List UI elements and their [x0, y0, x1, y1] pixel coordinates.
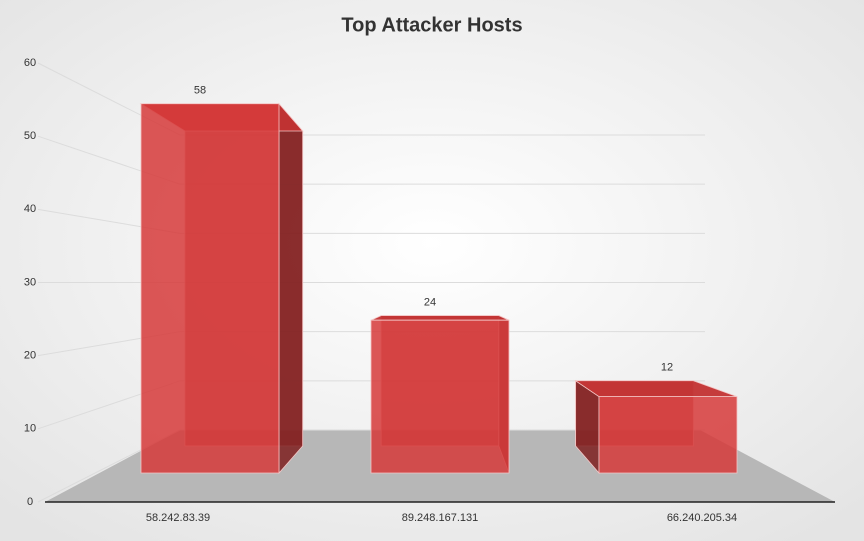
value-label: 58 [194, 85, 206, 97]
y-tick-label: 0 [27, 496, 33, 508]
y-tick-label: 40 [24, 203, 36, 215]
bar-front [140, 103, 280, 474]
chart-title: Top Attacker Hosts [341, 14, 522, 36]
x-tick-label: 66.240.205.34 [667, 512, 737, 524]
x-tick-label: 89.248.167.131 [402, 512, 478, 524]
y-tick-label: 10 [24, 423, 36, 435]
bar [370, 314, 510, 474]
value-label: 12 [661, 362, 673, 374]
y-tick-label: 60 [24, 57, 36, 69]
bar-front [370, 319, 510, 474]
bar [139, 102, 304, 475]
bar [574, 380, 738, 475]
y-tick-label: 50 [24, 130, 36, 142]
y-tick-label: 20 [24, 350, 36, 362]
x-tick-label: 58.242.83.39 [146, 512, 210, 524]
bar-side [278, 102, 304, 475]
value-label: 24 [424, 297, 436, 309]
bar-top [370, 315, 510, 321]
bar-front [598, 396, 738, 474]
y-tick-label: 30 [24, 276, 36, 288]
